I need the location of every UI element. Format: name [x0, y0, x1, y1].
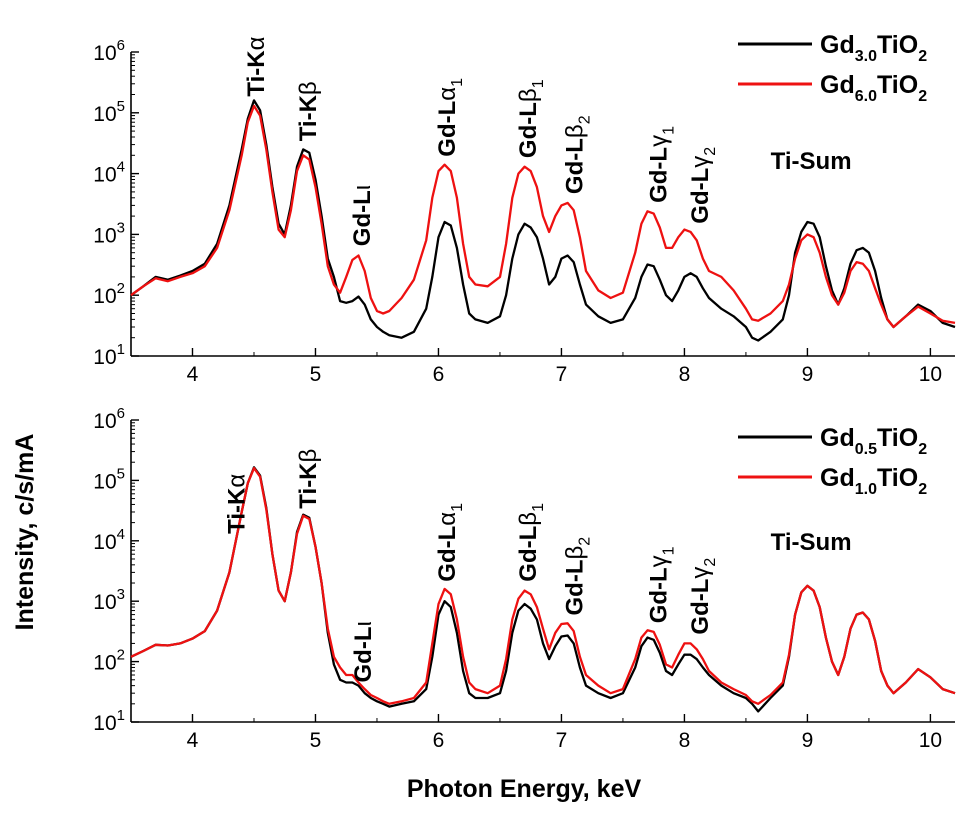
- series-line-1: [131, 100, 955, 340]
- x-tick-label: 4: [187, 729, 199, 752]
- x-tick-label: 8: [679, 729, 691, 752]
- legend-label-2: Gd6.0TiO2: [820, 71, 927, 105]
- y-tick-label: 105: [93, 465, 125, 493]
- panel-top: 101 102 103 104 105 106 4 5 6 7 8 9 10 Ti-Kα Ti-Kβ Gd-L…: [93, 31, 955, 386]
- legend-label-2: Gd1.0TiO2: [820, 464, 927, 498]
- y-tick-label: 106: [93, 405, 125, 433]
- x-tick-label: 5: [310, 363, 322, 386]
- peak-label: Gd-Lι: [349, 185, 376, 246]
- y-axis-label: Intensity, c/s/mA: [11, 434, 39, 631]
- peak-label: Gd-Lγ2: [687, 558, 719, 635]
- y-tick-label: 103: [93, 219, 125, 247]
- peak-label: Ti-Kα: [243, 36, 270, 96]
- x-tick-label: 6: [433, 729, 445, 752]
- peak-label: Gd-Lβ1: [515, 503, 547, 582]
- y-tick-label: 101: [93, 707, 125, 735]
- legend-label-1: Gd3.0TiO2: [820, 31, 927, 65]
- peak-label: Gd-Lγ1: [645, 126, 677, 203]
- peak-label: Ti-Sum: [771, 529, 852, 556]
- peak-label: Ti-Sum: [771, 148, 852, 175]
- y-tick-label: 106: [93, 37, 125, 65]
- y-tick-label: 104: [93, 159, 125, 187]
- peak-label: Gd-Lβ1: [515, 79, 547, 158]
- peak-label: Gd-Lα1: [434, 503, 466, 582]
- peak-label: Gd-Lγ1: [645, 546, 677, 623]
- y-tick-label: 104: [93, 526, 125, 554]
- series-line-2: [131, 106, 955, 327]
- y-tick-label: 103: [93, 586, 125, 614]
- y-tick-label: 105: [93, 98, 125, 126]
- x-tick-label: 4: [187, 363, 199, 386]
- peak-label: Gd-Lγ2: [687, 147, 719, 224]
- legend-label-1: Gd0.5TiO2: [820, 424, 927, 458]
- x-tick-label: 9: [802, 729, 814, 752]
- x-tick-label: 10: [919, 729, 942, 752]
- peak-label: Ti-Kβ: [295, 449, 322, 509]
- x-tick-label: 6: [433, 363, 445, 386]
- peak-label: Ti-Kβ: [295, 81, 322, 141]
- x-tick-label: 8: [679, 363, 691, 386]
- panel-bottom: 101 102 103 104 105 106 4 5 6 7 8 9 10 Ti-Kα Ti-Kβ Gd-L…: [93, 405, 955, 752]
- x-tick-label: 9: [802, 363, 814, 386]
- x-tick-label: 7: [556, 729, 568, 752]
- x-axis-label: Photon Energy, keV: [407, 775, 642, 803]
- y-tick-label: 101: [93, 341, 125, 369]
- peak-label: Gd-Lβ2: [562, 537, 594, 616]
- x-tick-label: 7: [556, 363, 568, 386]
- x-tick-label: 5: [310, 729, 322, 752]
- peak-label: Gd-Lα1: [434, 78, 466, 157]
- peak-label: Ti-Kα: [224, 474, 251, 534]
- y-tick-label: 102: [93, 280, 125, 308]
- y-tick-label: 102: [93, 647, 125, 675]
- peak-label: Gd-Lι: [350, 621, 377, 682]
- x-tick-label: 10: [919, 363, 942, 386]
- peak-label: Gd-Lβ2: [562, 115, 594, 194]
